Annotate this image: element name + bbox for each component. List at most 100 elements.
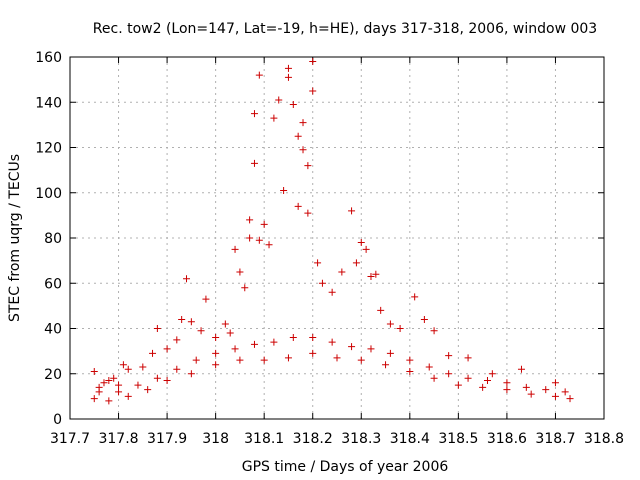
data-point	[430, 327, 438, 335]
data-point	[479, 383, 487, 391]
data-point	[212, 349, 220, 357]
data-point	[309, 349, 317, 357]
data-point	[299, 119, 307, 127]
data-point	[250, 159, 258, 167]
data-point	[464, 374, 472, 382]
y-tick-label: 140	[35, 95, 62, 111]
data-point	[192, 356, 200, 364]
plot-frame	[69, 56, 605, 420]
data-point	[503, 379, 511, 387]
x-tick-label: 318.1	[244, 431, 284, 447]
data-point	[357, 239, 365, 247]
x-tick-label: 317.8	[98, 431, 138, 447]
data-point	[464, 354, 472, 362]
y-tick-label: 80	[44, 231, 62, 247]
data-point	[445, 370, 453, 378]
data-point	[294, 132, 302, 140]
data-point	[226, 329, 234, 337]
y-tick-label: 20	[44, 367, 62, 383]
chart-title: Rec. tow2 (Lon=147, Lat=-19, h=HE), days…	[93, 21, 597, 37]
x-tick-labels: 317.7 317.8 317.9 318 318.1 318.2 318.3 318.4 31…	[50, 431, 624, 447]
data-point	[338, 268, 346, 276]
data-point	[348, 207, 356, 215]
data-point	[270, 114, 278, 122]
data-point	[328, 288, 336, 296]
data-point	[236, 268, 244, 276]
data-point	[289, 101, 297, 109]
data-point	[90, 395, 98, 403]
data-point	[333, 354, 341, 362]
data-point	[246, 216, 254, 224]
x-tick-label: 318.5	[438, 431, 478, 447]
data-point	[124, 392, 132, 400]
data-point	[280, 186, 288, 194]
data-point	[318, 279, 326, 287]
data-point	[250, 110, 258, 118]
data-point	[483, 377, 491, 385]
data-point	[212, 334, 220, 342]
data-point	[95, 388, 103, 396]
data-point	[153, 325, 161, 332]
data-point	[187, 318, 195, 326]
data-point	[289, 334, 297, 342]
data-point	[275, 96, 283, 104]
data-point	[197, 327, 205, 335]
x-axis-label: GPS time / Days of year 2006	[242, 459, 449, 475]
data-point	[260, 220, 268, 228]
x-tick-label: 318.3	[341, 431, 381, 447]
x-tick-label: 318.8	[584, 431, 624, 447]
y-tick-labels: 0 20 40 60 80 100 120 140 160	[35, 50, 62, 428]
data-point	[372, 270, 380, 278]
x-tick-label: 317.9	[147, 431, 187, 447]
x-tick-label: 318.7	[535, 431, 575, 447]
data-point	[124, 365, 132, 373]
data-point	[173, 365, 181, 373]
data-point	[406, 367, 414, 375]
data-point	[212, 361, 220, 369]
data-point	[231, 245, 239, 253]
data-point	[551, 379, 559, 387]
data-point	[246, 234, 254, 242]
data-point	[425, 363, 433, 371]
x-tick-label: 318	[202, 431, 229, 447]
data-point	[134, 381, 142, 389]
data-point	[255, 236, 263, 244]
data-point	[309, 87, 317, 95]
data-point	[551, 392, 559, 400]
data-point	[144, 386, 152, 394]
data-point	[236, 356, 244, 364]
data-point	[250, 340, 258, 348]
data-point	[163, 377, 171, 385]
data-point	[139, 363, 147, 371]
data-point	[173, 336, 181, 344]
data-point	[566, 395, 574, 403]
data-point	[241, 284, 249, 292]
y-tick-label: 100	[35, 186, 62, 202]
data-point	[406, 356, 414, 364]
data-point	[357, 356, 365, 364]
y-tick-label: 120	[35, 141, 62, 157]
data-point	[90, 367, 98, 375]
data-point	[265, 241, 273, 249]
data-point	[309, 334, 317, 342]
data-point	[527, 390, 535, 398]
data-point	[260, 356, 268, 364]
data-point	[517, 365, 525, 373]
data-point	[367, 272, 375, 280]
data-point	[304, 162, 312, 170]
x-tick-label: 318.2	[293, 431, 333, 447]
data-point	[386, 320, 394, 328]
tick-marks	[69, 56, 605, 420]
data-point	[542, 386, 550, 394]
data-point	[183, 275, 191, 283]
data-point	[153, 374, 161, 382]
data-point	[314, 259, 322, 267]
data-point	[231, 345, 239, 353]
data-point	[149, 349, 157, 357]
data-point	[115, 388, 123, 396]
data-point	[294, 202, 302, 210]
data-point	[309, 58, 317, 66]
data-point	[362, 245, 370, 253]
data-point	[352, 259, 360, 267]
data-point	[187, 370, 195, 378]
